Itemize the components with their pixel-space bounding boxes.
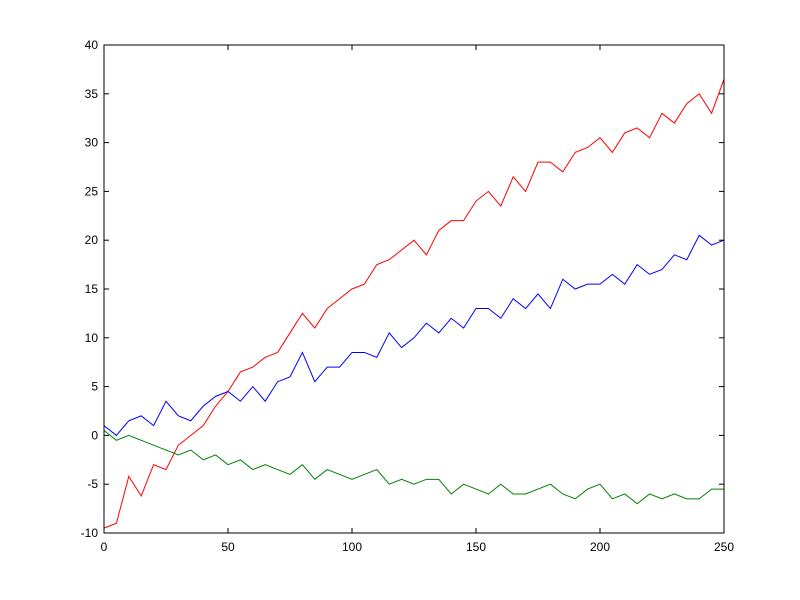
y-tick-label: 5 — [91, 380, 98, 394]
y-tick-label: -10 — [81, 526, 99, 540]
x-tick-label: 100 — [342, 540, 362, 554]
y-tick-label: -5 — [87, 477, 98, 491]
y-tick-label: 15 — [85, 282, 99, 296]
y-tick-label: 35 — [85, 87, 99, 101]
y-tick-label: 25 — [85, 184, 99, 198]
y-tick-label: 40 — [85, 38, 99, 52]
y-tick-label: 20 — [85, 233, 99, 247]
data-line — [103, 430, 724, 505]
x-tick-label: 150 — [466, 540, 486, 554]
x-tick-label: 250 — [714, 540, 734, 554]
data-line — [103, 78, 725, 529]
y-tick-label: 30 — [85, 136, 99, 150]
y-tick-label: 0 — [91, 428, 98, 442]
data-line — [103, 234, 725, 437]
x-tick-label: 0 — [101, 540, 108, 554]
x-tick-label: 200 — [590, 540, 610, 554]
y-tick-label: 10 — [85, 331, 99, 345]
x-tick-label: 50 — [221, 540, 235, 554]
